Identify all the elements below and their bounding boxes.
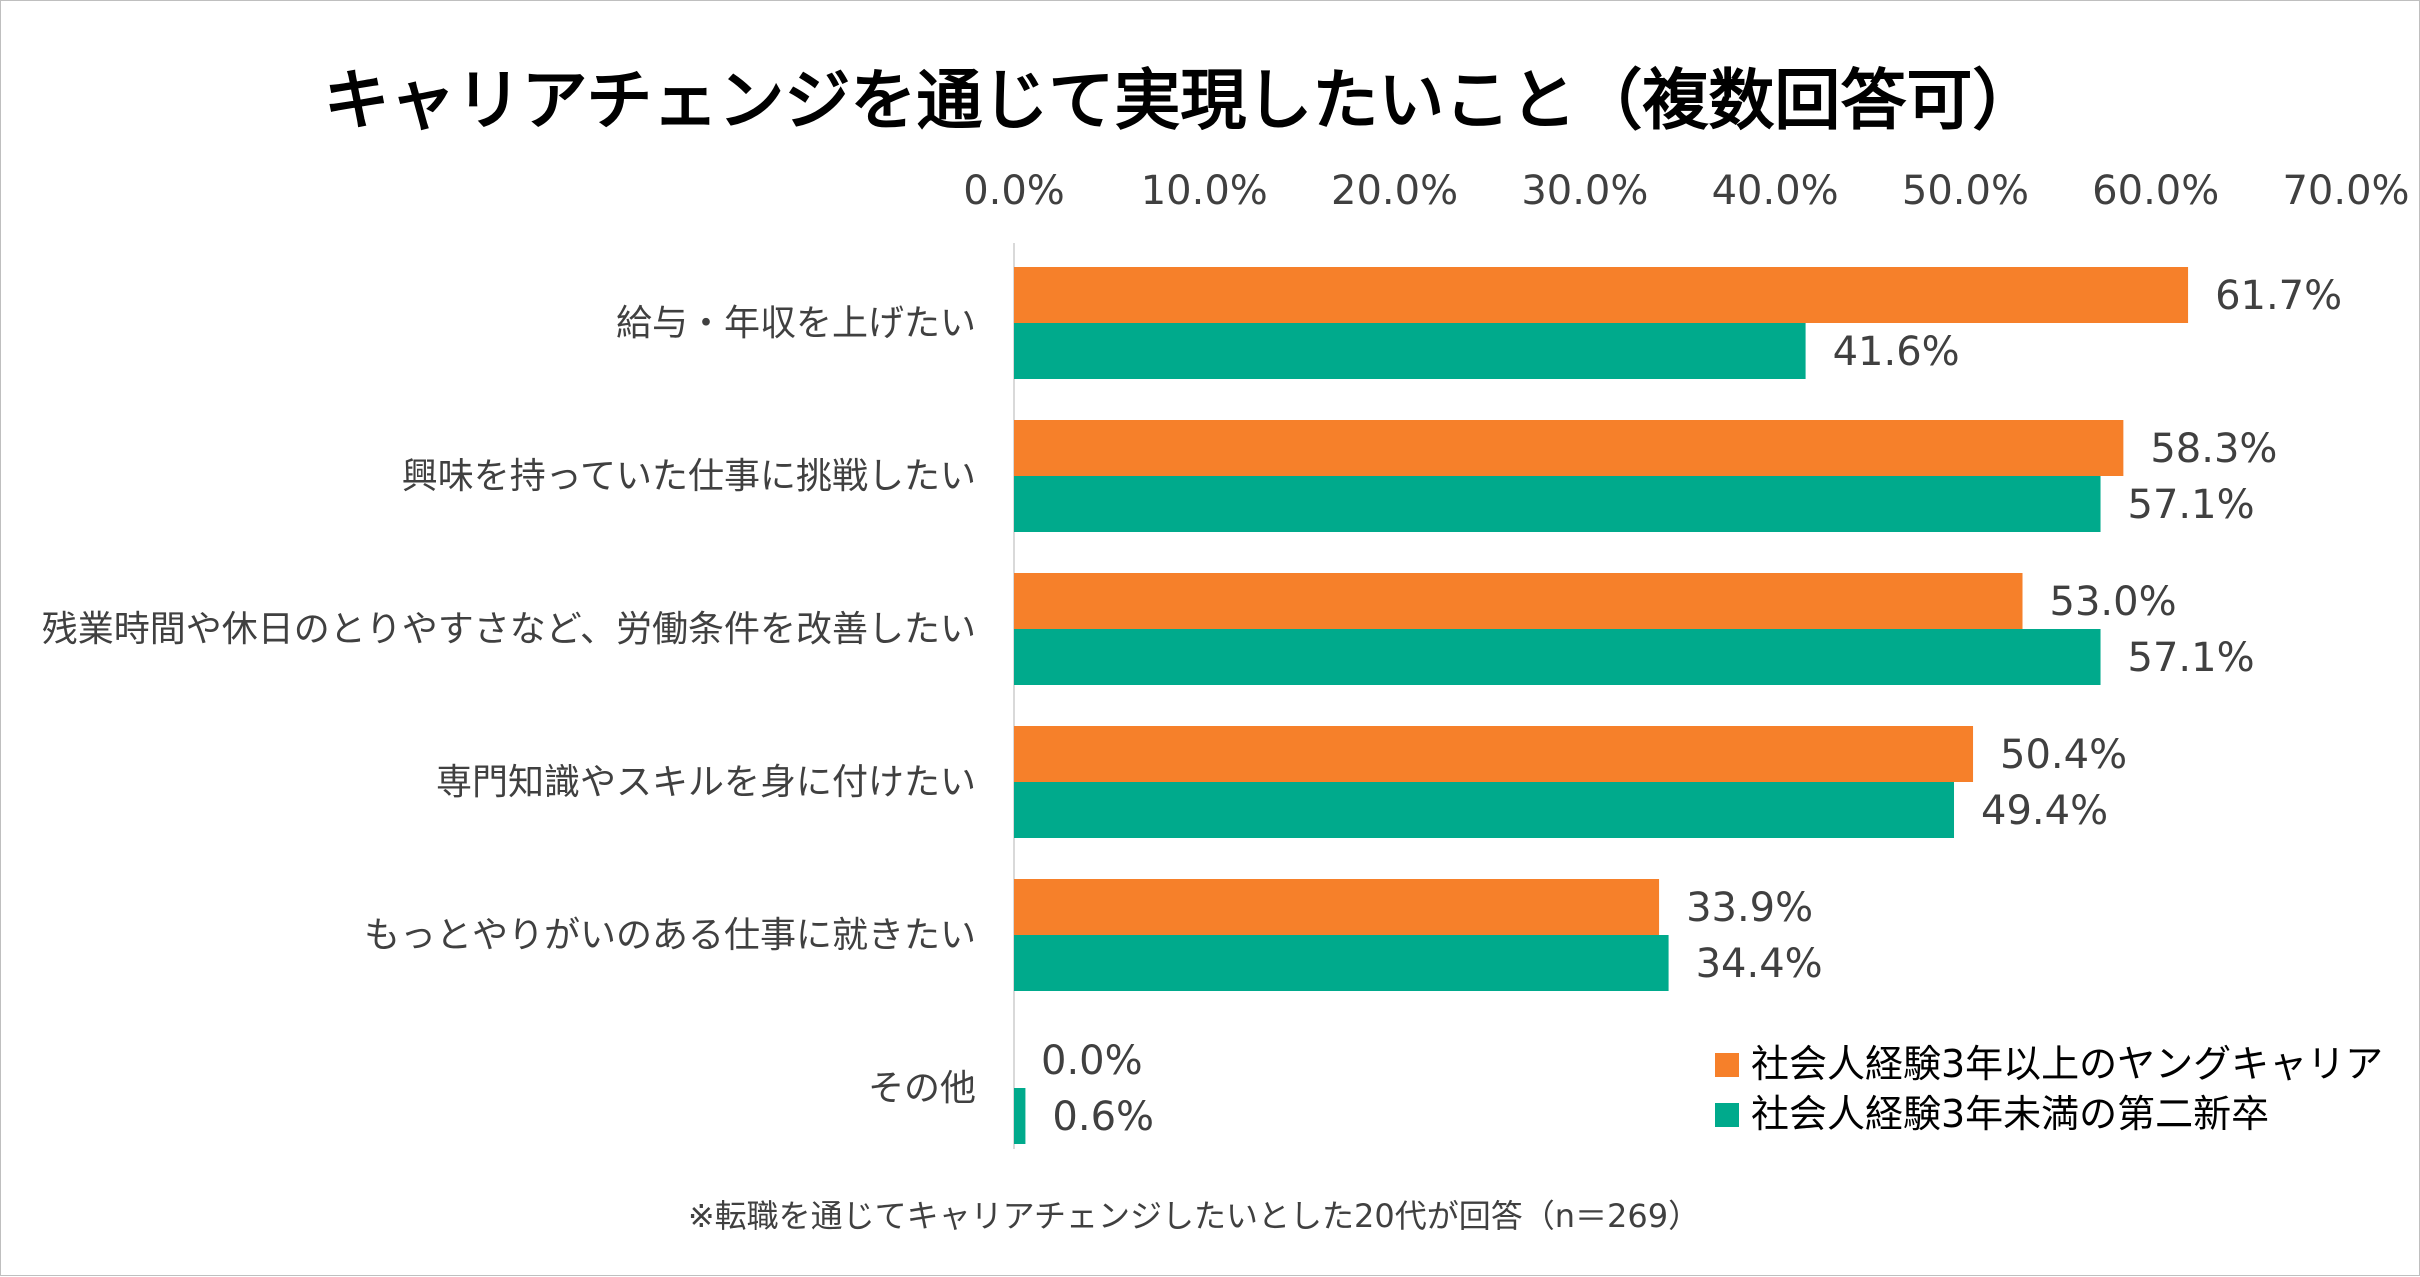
x-tick-label: 30.0%	[1521, 168, 1648, 214]
data-label: 57.1%	[2128, 635, 2255, 681]
bar-young-career	[1014, 267, 2189, 323]
bar-young-career	[1014, 879, 1660, 935]
bar-second-new-grad	[1014, 1088, 1026, 1144]
bar-group: 専門知識やスキルを身に付けたい 50.4% 49.4%	[436, 726, 2127, 838]
data-label: 53.0%	[2050, 579, 2177, 625]
bar-second-new-grad	[1014, 323, 1806, 379]
x-tick-label: 60.0%	[2092, 168, 2219, 214]
legend-swatch	[1715, 1053, 1739, 1077]
bar-groups: 給与・年収を上げたい 61.7% 41.6% 興味を持っていた仕事に挑戦したい 58.3…	[42, 267, 2342, 1144]
x-tick-label: 50.0%	[1902, 168, 2029, 214]
data-label: 0.6%	[1052, 1094, 1154, 1140]
data-label: 58.3%	[2150, 426, 2277, 472]
bar-group: もっとやりがいのある仕事に就きたい 33.9% 34.4%	[364, 879, 1823, 991]
footnote: ※転職を通じてキャリアチェンジしたいとした20代が回答（n＝269）	[688, 1197, 1700, 1235]
data-label: 50.4%	[2000, 732, 2127, 778]
bar-group: 給与・年収を上げたい 61.7% 41.6%	[616, 267, 2342, 379]
bar-group: その他 0.0% 0.6%	[868, 1038, 1154, 1144]
bar-young-career	[1014, 420, 2124, 476]
legend-label: 社会人経験3年以上のヤングキャリア	[1751, 1042, 2383, 1086]
category-label: もっとやりがいのある仕事に就きたい	[364, 915, 976, 956]
legend-label: 社会人経験3年未満の第二新卒	[1751, 1092, 2269, 1136]
bar-group: 興味を持っていた仕事に挑戦したい 58.3% 57.1%	[402, 420, 2277, 532]
x-tick-label: 40.0%	[1712, 168, 1839, 214]
data-label: 41.6%	[1833, 329, 1960, 375]
x-tick-label: 0.0%	[963, 168, 1065, 214]
category-label: 興味を持っていた仕事に挑戦したい	[402, 456, 976, 497]
data-label: 0.0%	[1041, 1038, 1143, 1084]
x-axis-tick-labels: 0.0% 10.0% 20.0% 30.0% 40.0% 50.0% 60.0% 70.0%	[963, 168, 2409, 214]
category-label: 給与・年収を上げたい	[616, 303, 976, 344]
category-label: 専門知識やスキルを身に付けたい	[436, 762, 976, 803]
x-tick-label: 20.0%	[1331, 168, 1458, 214]
data-label: 33.9%	[1686, 885, 1813, 931]
bar-group: 残業時間や休日のとりやすさなど、労働条件を改善したい 53.0% 57.1%	[42, 573, 2255, 685]
bar-second-new-grad	[1014, 782, 1955, 838]
category-label: 残業時間や休日のとりやすさなど、労働条件を改善したい	[42, 609, 976, 650]
data-label: 57.1%	[2128, 482, 2255, 528]
chart-title: キャリアチェンジを通じて実現したいこと（複数回答可）	[324, 62, 2039, 139]
x-tick-label: 10.0%	[1141, 168, 1268, 214]
legend-swatch	[1715, 1103, 1739, 1127]
bar-young-career	[1014, 726, 1974, 782]
bar-young-career	[1014, 573, 2023, 629]
data-label: 61.7%	[2215, 273, 2342, 319]
category-label: その他	[868, 1068, 976, 1109]
bar-second-new-grad	[1014, 935, 1669, 991]
data-label: 34.4%	[1696, 941, 1823, 987]
data-label: 49.4%	[1981, 788, 2108, 834]
bar-second-new-grad	[1014, 476, 2101, 532]
x-tick-label: 70.0%	[2282, 168, 2409, 214]
bar-second-new-grad	[1014, 629, 2101, 685]
